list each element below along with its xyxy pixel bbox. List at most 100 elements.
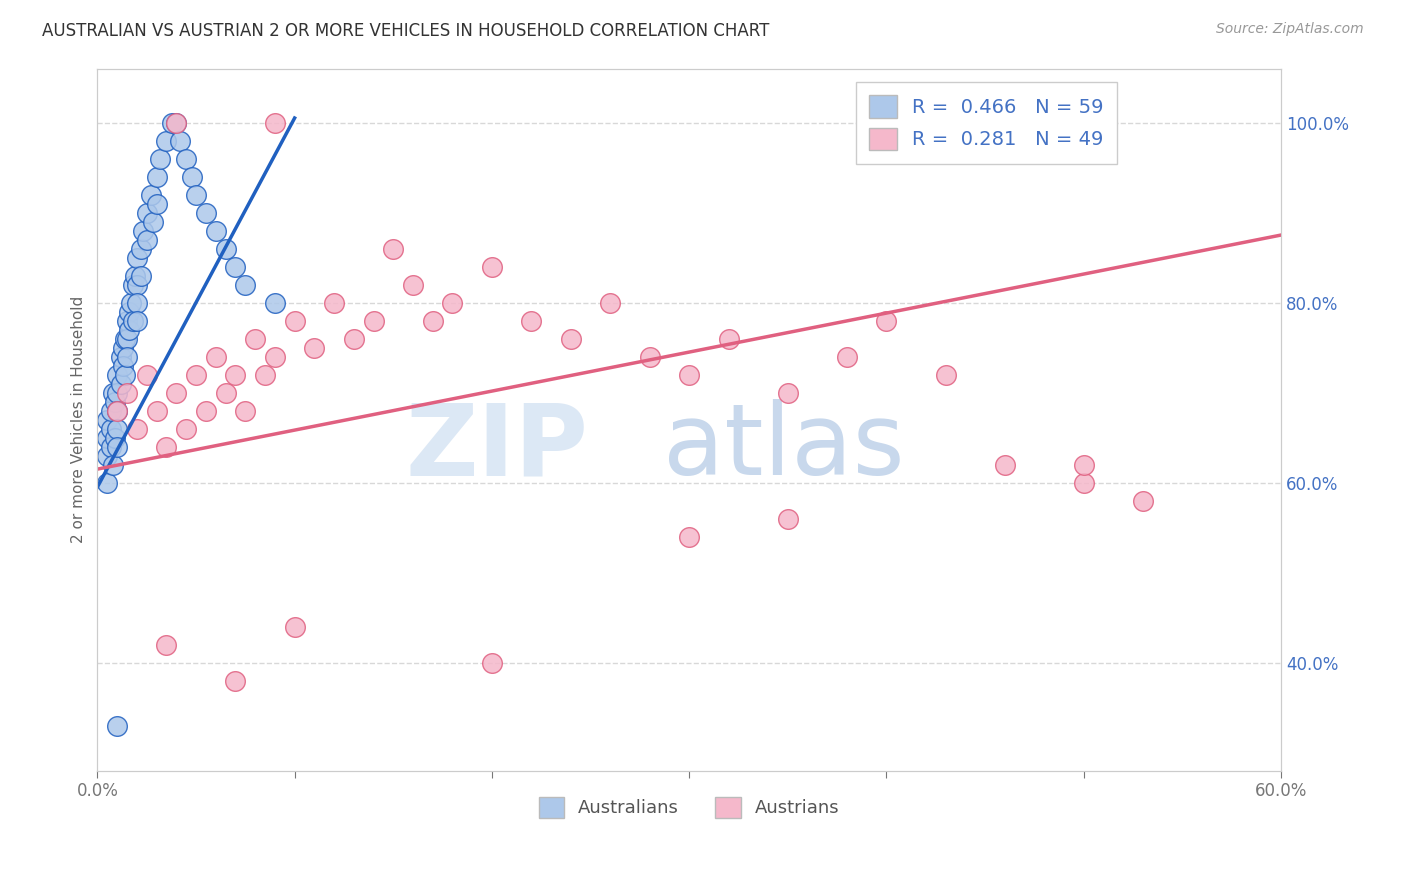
Point (104, 394, 127, 409)
Point (120, 295, 142, 310)
Point (481, 260, 503, 274)
Point (776, 385, 799, 400)
Point (776, 511, 799, 525)
Point (124, 268, 146, 283)
Point (101, 458, 124, 472)
Point (481, 656, 503, 670)
Point (96, 475, 118, 490)
Point (132, 223, 155, 237)
Point (105, 403, 128, 417)
Point (115, 313, 138, 327)
Point (110, 350, 132, 364)
Point (135, 233, 157, 247)
Point (174, 422, 197, 436)
Point (264, 350, 287, 364)
Point (363, 313, 385, 327)
Point (994, 458, 1017, 472)
Point (155, 440, 177, 454)
Point (243, 332, 266, 346)
Point (441, 295, 464, 310)
Point (129, 242, 152, 256)
Text: atlas: atlas (664, 400, 904, 496)
Point (129, 268, 152, 283)
Point (115, 385, 138, 400)
Point (96, 412, 118, 426)
Point (194, 205, 217, 219)
Point (382, 242, 405, 256)
Point (105, 385, 128, 400)
Point (284, 313, 307, 327)
Point (402, 277, 425, 292)
Point (284, 620, 307, 634)
Point (1073, 458, 1095, 472)
Point (135, 368, 157, 382)
Point (105, 422, 128, 436)
Point (323, 295, 346, 310)
Legend: Australians, Austrians: Australians, Austrians (531, 789, 846, 825)
Point (169, 134, 191, 148)
Point (145, 169, 167, 184)
Point (184, 368, 207, 382)
Point (162, 115, 184, 129)
Point (717, 332, 740, 346)
Point (114, 332, 136, 346)
Point (678, 530, 700, 544)
Point (174, 152, 197, 166)
Point (224, 368, 246, 382)
Point (155, 134, 177, 148)
Point (121, 277, 143, 292)
Point (194, 403, 217, 417)
Point (224, 260, 246, 274)
Point (100, 440, 122, 454)
Point (638, 350, 661, 364)
Point (1132, 493, 1154, 508)
Point (118, 322, 141, 336)
Point (105, 403, 128, 417)
Point (115, 350, 138, 364)
Point (422, 313, 444, 327)
Point (224, 673, 246, 688)
Point (125, 251, 148, 265)
Point (114, 368, 136, 382)
Point (142, 214, 165, 228)
Text: ZIP: ZIP (406, 400, 589, 496)
Point (304, 341, 326, 355)
Point (835, 350, 858, 364)
Point (100, 403, 122, 417)
Point (165, 115, 187, 129)
Point (181, 169, 204, 184)
Point (115, 332, 138, 346)
Point (139, 187, 162, 202)
Point (233, 277, 256, 292)
Point (125, 422, 148, 436)
Point (233, 403, 256, 417)
Point (875, 313, 897, 327)
Point (125, 295, 148, 310)
Point (96, 449, 118, 463)
Point (105, 719, 128, 733)
Point (105, 440, 128, 454)
Point (100, 422, 122, 436)
Point (520, 313, 543, 327)
Point (145, 403, 167, 417)
Point (111, 341, 134, 355)
Point (184, 187, 207, 202)
Point (145, 196, 167, 211)
Point (678, 368, 700, 382)
Point (264, 115, 287, 129)
Point (118, 304, 141, 318)
Point (264, 295, 287, 310)
Point (155, 638, 177, 652)
Text: AUSTRALIAN VS AUSTRIAN 2 OR MORE VEHICLES IN HOUSEHOLD CORRELATION CHART: AUSTRALIAN VS AUSTRIAN 2 OR MORE VEHICLE… (42, 22, 769, 40)
Point (110, 376, 132, 391)
Point (101, 385, 124, 400)
Point (214, 385, 236, 400)
Text: Source: ZipAtlas.com: Source: ZipAtlas.com (1216, 22, 1364, 37)
Point (125, 313, 148, 327)
Point (253, 368, 276, 382)
Point (599, 295, 621, 310)
Point (165, 385, 187, 400)
Point (560, 332, 582, 346)
Point (125, 277, 148, 292)
Point (121, 313, 143, 327)
